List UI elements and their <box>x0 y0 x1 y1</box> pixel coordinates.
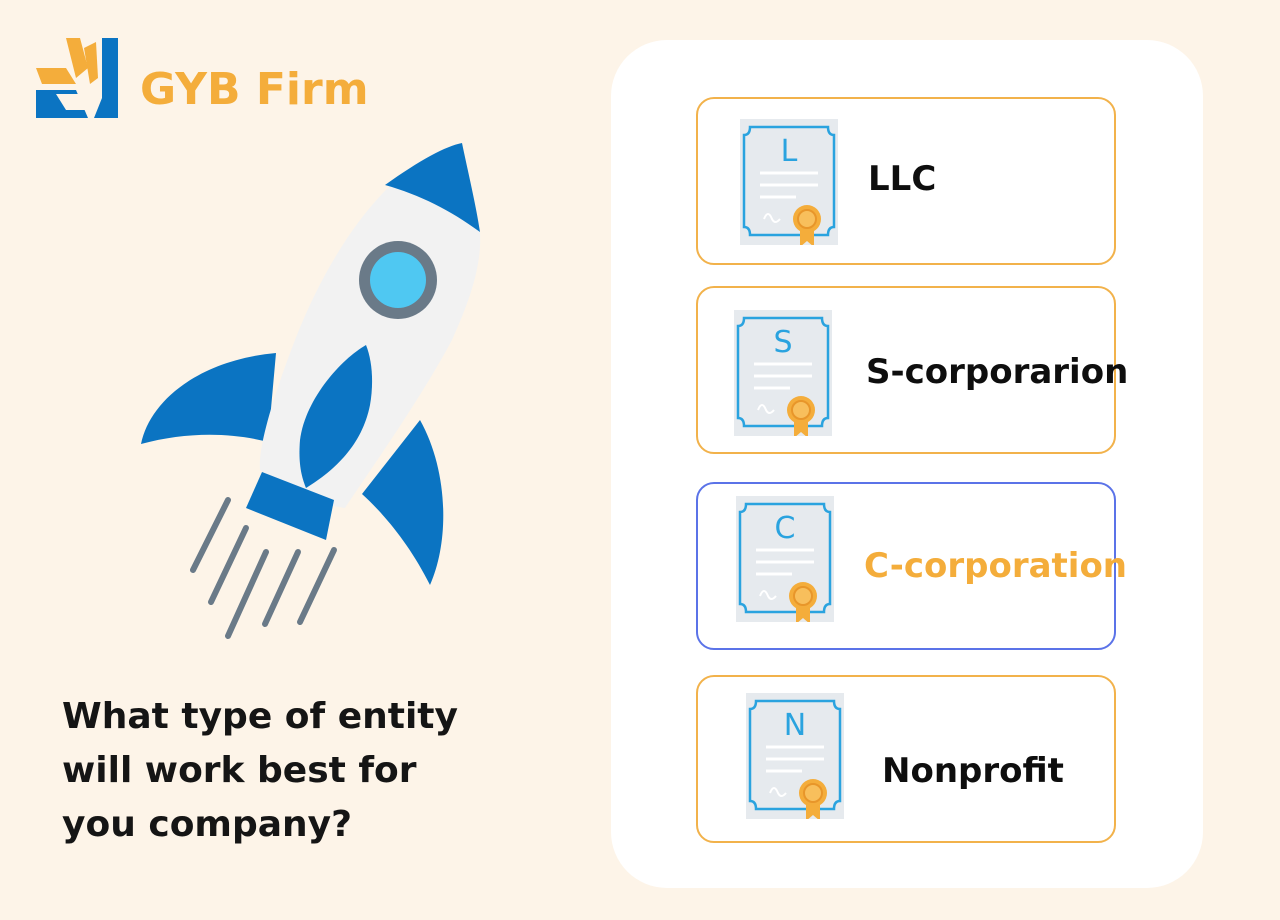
certificate-icon: N <box>746 693 844 819</box>
rocket-icon <box>141 143 481 639</box>
option-card-llc[interactable]: L LLC <box>696 97 1116 265</box>
certificate-icon: L <box>740 119 838 245</box>
option-card-s-corporation[interactable]: S S-corporarion <box>696 286 1128 454</box>
certificate-icon: S <box>734 310 832 436</box>
certificate-letter: L <box>781 134 798 169</box>
question-line: you company? <box>62 804 352 845</box>
option-label: C-corporation <box>864 546 1128 586</box>
option-card-c-corporation[interactable]: C C-corporation <box>696 482 1127 650</box>
certificate-letter: C <box>775 511 796 546</box>
option-label: LLC <box>868 159 937 199</box>
question-line: will work best for <box>62 750 417 791</box>
certificate-letter: S <box>773 325 792 360</box>
certificate-letter: N <box>784 708 806 743</box>
option-card-nonprofit[interactable]: N Nonprofit <box>696 675 1116 843</box>
option-label: S-corporarion <box>866 352 1129 392</box>
certificate-icon: C <box>736 496 834 622</box>
option-label: Nonprofit <box>882 751 1064 791</box>
entity-question: What type of entity will work best for y… <box>62 690 522 852</box>
question-line: What type of entity <box>62 696 458 737</box>
brand-name: GYB Firm <box>140 64 369 115</box>
gyb-firm-logo-icon <box>36 38 118 118</box>
